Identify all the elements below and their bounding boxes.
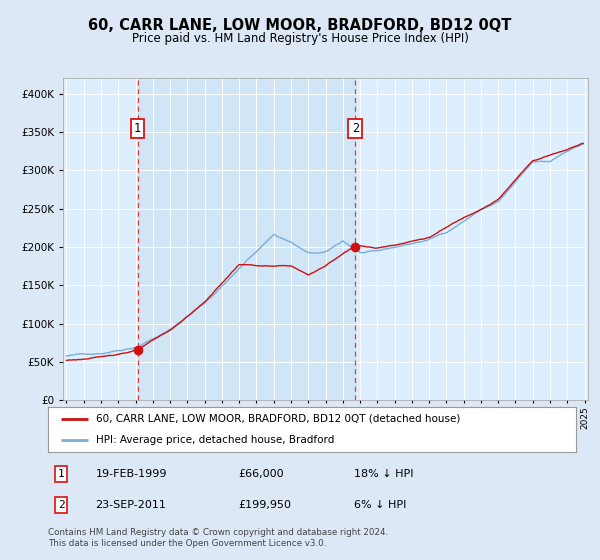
Text: 23-SEP-2011: 23-SEP-2011 [95, 500, 166, 510]
Text: 18% ↓ HPI: 18% ↓ HPI [354, 469, 414, 479]
Text: 19-FEB-1999: 19-FEB-1999 [95, 469, 167, 479]
Text: 1: 1 [58, 469, 65, 479]
Text: £199,950: £199,950 [238, 500, 291, 510]
Text: 6% ↓ HPI: 6% ↓ HPI [354, 500, 407, 510]
Text: £66,000: £66,000 [238, 469, 284, 479]
Text: Contains HM Land Registry data © Crown copyright and database right 2024.
This d: Contains HM Land Registry data © Crown c… [48, 528, 388, 548]
Text: 2: 2 [58, 500, 65, 510]
Text: 60, CARR LANE, LOW MOOR, BRADFORD, BD12 0QT: 60, CARR LANE, LOW MOOR, BRADFORD, BD12 … [88, 18, 512, 34]
Text: Price paid vs. HM Land Registry's House Price Index (HPI): Price paid vs. HM Land Registry's House … [131, 32, 469, 45]
Text: HPI: Average price, detached house, Bradford: HPI: Average price, detached house, Brad… [95, 435, 334, 445]
Text: 2: 2 [352, 122, 359, 135]
Bar [137, 78, 355, 400]
Text: 60, CARR LANE, LOW MOOR, BRADFORD, BD12 0QT (detached house): 60, CARR LANE, LOW MOOR, BRADFORD, BD12 … [95, 414, 460, 424]
Text: 1: 1 [134, 122, 141, 135]
